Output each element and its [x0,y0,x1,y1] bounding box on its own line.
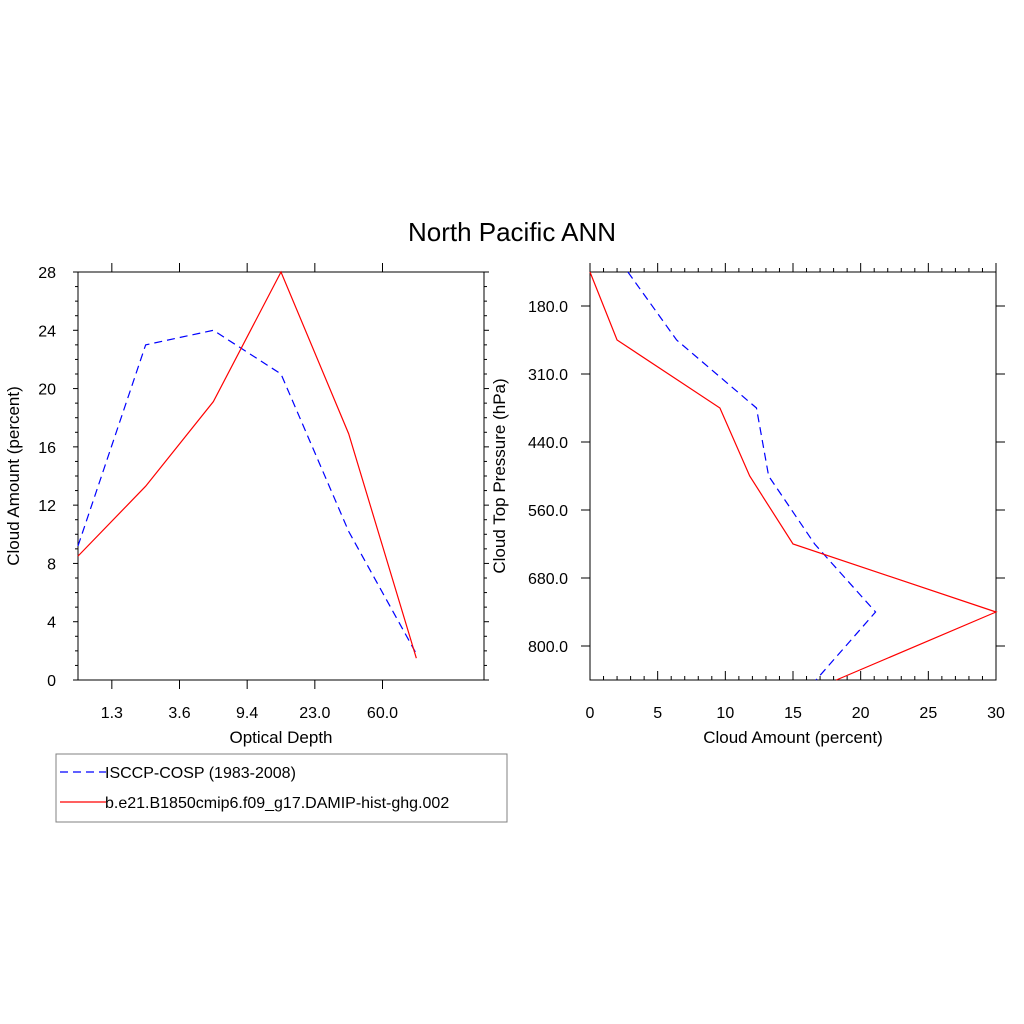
legend-label-obs: ISCCP-COSP (1983-2008) [105,765,296,782]
left-y-tick-label: 20 [38,382,56,399]
left-series-model [77,270,417,659]
left-y-tick-label: 4 [47,615,56,632]
legend-box [55,753,508,823]
left-ticks: 0 4 8 12 16 20 24 28 1.3 3.6 9.4 23.0 60.0 [38,263,489,722]
right-plot-frame [589,271,997,681]
right-series-obs [627,271,877,681]
legend-label-model: b.e21.B1850cmip6.f09_g17.DAMIP-hist-ghg.… [105,795,449,812]
left-y-axis-title: Cloud Amount (percent) [4,386,23,566]
right-x-tick-label: 5 [653,705,662,722]
left-panel: 0 4 8 12 16 20 24 28 1.3 3.6 9.4 23.0 60.0 Optical D… [4,263,489,747]
right-ticks: 0 5 10 15 20 25 30 180.0 310.0 440.0 560.0 680.0 800… [528,263,1005,722]
left-y-tick-label: 28 [38,265,56,282]
right-y-tick-label: 800.0 [528,639,568,656]
right-x-tick-label: 15 [784,705,802,722]
left-x-tick-label: 23.0 [299,705,330,722]
left-series-obs [77,329,417,655]
legend: ISCCP-COSP (1983-2008) b.e21.B1850cmip6.… [55,753,508,823]
right-y-axis-title: Cloud Top Pressure (hPa) [490,378,509,573]
left-y-tick-label: 24 [38,323,56,340]
right-x-tick-label: 20 [852,705,870,722]
right-series-model [589,271,998,681]
left-y-tick-label: 0 [47,673,56,690]
left-series [77,270,417,659]
right-y-tick-label: 560.0 [528,503,568,520]
right-y-tick-label: 680.0 [528,571,568,588]
right-x-tick-label: 0 [586,705,595,722]
left-x-tick-label: 60.0 [367,705,398,722]
left-x-tick-label: 3.6 [168,705,190,722]
right-x-tick-label: 25 [919,705,937,722]
right-y-tick-label: 310.0 [528,367,568,384]
right-y-tick-label: 440.0 [528,435,568,452]
left-x-tick-label: 1.3 [101,705,123,722]
left-x-axis-title: Optical Depth [230,728,333,747]
left-x-tick-label: 9.4 [236,705,258,722]
left-y-tick-label: 16 [38,440,56,457]
right-x-tick-label: 10 [716,705,734,722]
right-panel: 0 5 10 15 20 25 30 180.0 310.0 440.0 560.0 680.0 800… [490,263,1005,747]
left-y-tick-label: 8 [47,556,56,573]
chart-title: North Pacific ANN [408,217,616,247]
right-y-tick-label: 180.0 [528,299,568,316]
left-y-tick-label: 12 [38,498,56,515]
right-x-axis-title: Cloud Amount (percent) [703,728,883,747]
left-plot-frame [77,271,485,681]
right-series [589,271,998,681]
right-x-tick-label: 30 [987,705,1005,722]
